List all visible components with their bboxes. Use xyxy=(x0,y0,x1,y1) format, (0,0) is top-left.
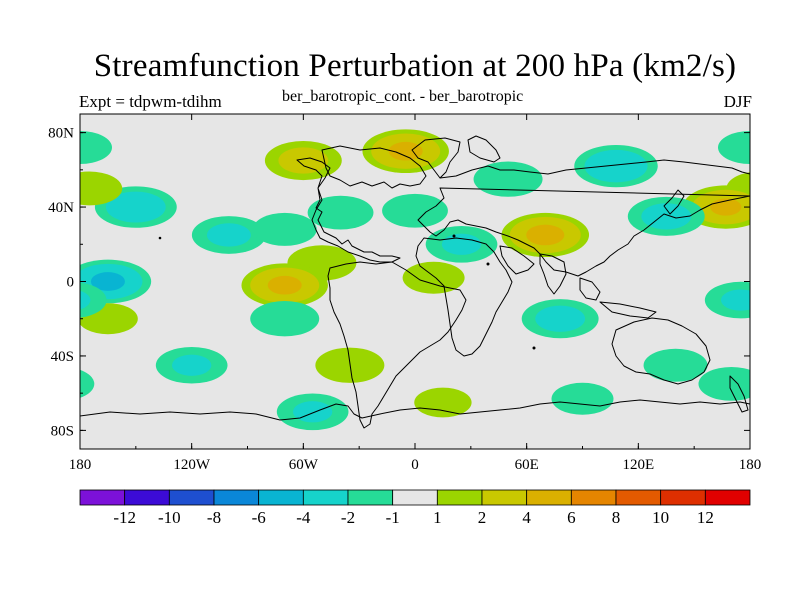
colorbar-label: 8 xyxy=(612,508,621,527)
contour-region xyxy=(551,382,614,415)
coastline-southeast-asia xyxy=(579,277,657,319)
contour-region xyxy=(441,233,482,255)
contour-region xyxy=(250,301,320,337)
coastline-new-zealand xyxy=(729,375,749,413)
contour-region xyxy=(643,348,708,382)
contour-region xyxy=(105,191,166,223)
colorbar-label: -4 xyxy=(296,508,311,527)
colorbar-swatch xyxy=(258,489,304,506)
island-dot xyxy=(452,234,456,238)
coastline-north-america-arctic xyxy=(321,145,427,189)
colorbar-swatch xyxy=(302,489,349,506)
contour-region xyxy=(473,161,543,197)
colorbar-label: -10 xyxy=(158,508,181,527)
colorbar-swatch xyxy=(526,489,572,506)
contour-region xyxy=(80,282,107,318)
contour-region xyxy=(292,401,333,423)
coastline-australia xyxy=(611,317,711,385)
island-dot xyxy=(532,346,536,350)
island-dot xyxy=(486,262,490,266)
colorbar-label: -1 xyxy=(386,508,400,527)
contour-region xyxy=(402,261,465,294)
coastline-south-america xyxy=(327,261,467,429)
contour-region xyxy=(307,195,374,230)
contour-region xyxy=(252,212,317,246)
contour-region xyxy=(584,149,648,183)
colorbar-label: 12 xyxy=(697,508,714,527)
y-tick-label: 40S xyxy=(51,349,74,365)
contour-region xyxy=(80,171,123,206)
colorbar-swatch xyxy=(436,489,483,506)
contour-region xyxy=(535,305,586,332)
colorbar-swatch xyxy=(704,489,751,506)
season-label: DJF xyxy=(723,92,752,111)
colorbar-label: 6 xyxy=(567,508,576,527)
plot-title: Streamfunction Perturbation at 200 hPa (… xyxy=(93,48,737,84)
colorbar-label: 10 xyxy=(652,508,669,527)
contour-region xyxy=(718,131,750,164)
coastlines xyxy=(80,135,750,429)
contour-region xyxy=(721,289,750,311)
x-tick-label: 60E xyxy=(515,457,539,473)
colorbar-swatch xyxy=(481,489,528,506)
colorbar-swatch xyxy=(168,489,215,506)
coastline-antarctica xyxy=(80,399,750,421)
contour-region xyxy=(80,290,91,310)
contour-region xyxy=(278,147,329,174)
x-tick-label: 180 xyxy=(739,457,762,473)
coastline-north-america xyxy=(296,157,401,263)
colorbar-swatch xyxy=(347,489,394,506)
y-tick-label: 80N xyxy=(48,126,74,142)
x-tick-label: 180 xyxy=(69,457,92,473)
colorbar-label: 1 xyxy=(433,508,442,527)
colorbar-swatch xyxy=(570,489,617,506)
experiment-label: Expt = tdpwm-tdihm xyxy=(79,92,222,111)
coastline-japan xyxy=(663,189,685,215)
contour-region xyxy=(382,193,448,228)
x-axis: 180 120W 60W 0 60E 120E 180 xyxy=(69,114,762,473)
x-tick-label: 60W xyxy=(289,457,319,473)
coastline-africa xyxy=(415,237,513,357)
x-tick-label: 120W xyxy=(173,457,211,473)
colorbar-swatch xyxy=(213,489,260,506)
colorbar-swatch xyxy=(392,489,438,506)
contour-region xyxy=(90,272,125,291)
colorbar-label: -12 xyxy=(113,508,136,527)
contour-region xyxy=(698,366,750,401)
contour-region xyxy=(641,203,692,230)
colorbar-label: -2 xyxy=(341,508,355,527)
contour-region xyxy=(80,131,112,164)
contour-region xyxy=(171,354,212,376)
colorbar-label: 4 xyxy=(522,508,531,527)
y-tick-label: 80S xyxy=(51,423,74,439)
coastline-india xyxy=(539,253,567,295)
colorbar-swatch xyxy=(660,489,706,506)
colorbar-label: -8 xyxy=(207,508,221,527)
contour-region xyxy=(206,223,251,247)
colorbar-swatch xyxy=(124,489,170,506)
y-axis: 80N 40N 0 40S 80S xyxy=(48,126,750,439)
island-dot xyxy=(158,236,162,240)
y-tick-label: 40N xyxy=(48,200,74,216)
contour-region xyxy=(414,387,472,418)
coastline-greenland xyxy=(411,137,461,179)
colorbar-label: 2 xyxy=(478,508,487,527)
contour-region xyxy=(388,141,423,161)
colorbar-label: -6 xyxy=(252,508,266,527)
colorbar-swatch xyxy=(79,489,126,506)
x-tick-label: 0 xyxy=(411,457,419,473)
contour-region xyxy=(267,275,302,295)
colorbar: -12 -10 -8 -6 -4 -2 -1 1 2 4 6 8 10 12 xyxy=(79,489,751,527)
contour-fill-layer xyxy=(80,129,750,431)
contour-region xyxy=(80,369,95,398)
y-tick-label: 0 xyxy=(67,275,75,291)
contour-region xyxy=(526,224,565,246)
coastline-arabia xyxy=(499,245,535,275)
x-tick-label: 120E xyxy=(622,457,654,473)
experiment-difference-label: ber_barotropic_cont. - ber_barotropic xyxy=(282,88,524,105)
colorbar-swatch xyxy=(615,489,662,506)
